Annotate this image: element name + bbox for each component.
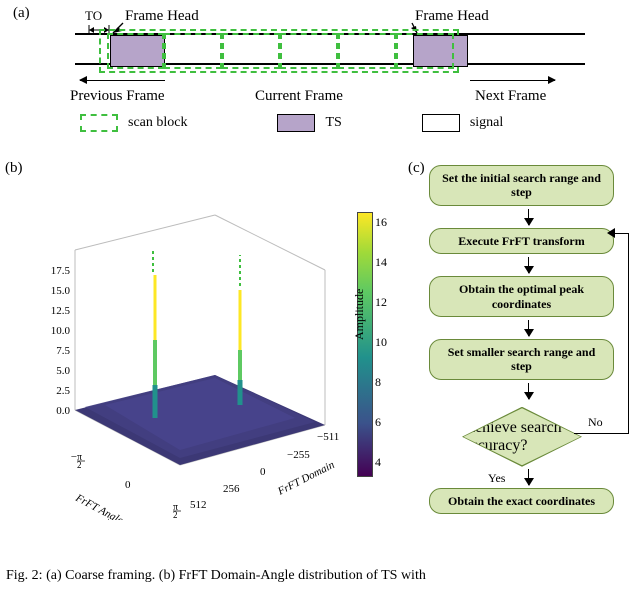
flow-arrow-icon bbox=[528, 209, 529, 225]
svg-text:17.5: 17.5 bbox=[51, 265, 71, 277]
scan-block bbox=[222, 33, 280, 69]
y-axis-label: FrFT Domain bbox=[275, 459, 337, 498]
current-frame-label: Current Frame bbox=[255, 88, 343, 105]
svg-text:2: 2 bbox=[77, 460, 82, 470]
flow-arrow-icon bbox=[528, 320, 529, 336]
panel-a-legend: scan block TS signal bbox=[80, 110, 600, 136]
colorbar-tick: 4 bbox=[375, 455, 381, 470]
frft-3d-surface-plot: 0.0 2.5 5.0 7.5 10.0 12.5 15.0 17.5 bbox=[15, 200, 345, 520]
svg-text:2.5: 2.5 bbox=[56, 385, 70, 397]
legend-signal-icon bbox=[422, 114, 460, 132]
scan-block bbox=[338, 33, 396, 69]
flow-step: Set the initial search range and step bbox=[429, 165, 614, 206]
colorbar-tick: 10 bbox=[375, 335, 387, 350]
svg-text:5.0: 5.0 bbox=[56, 365, 70, 377]
panel-c: (c) Set the initial search range and ste… bbox=[408, 160, 633, 555]
figure-caption: Fig. 2: (a) Coarse framing. (b) FrFT Dom… bbox=[6, 568, 636, 584]
flow-step: Execute FrFT transform bbox=[429, 228, 614, 254]
svg-text:12.5: 12.5 bbox=[51, 305, 71, 317]
flow-step: Set smaller search range and step bbox=[429, 339, 614, 380]
svg-text:10.0: 10.0 bbox=[51, 325, 71, 337]
x-axis-label: FrFT Angle bbox=[73, 492, 125, 520]
svg-text:15.0: 15.0 bbox=[51, 285, 71, 297]
surface-peak bbox=[153, 250, 155, 418]
colorbar-tick: 14 bbox=[375, 255, 387, 270]
prev-frame-arrow-icon bbox=[80, 80, 165, 81]
flowchart: Set the initial search range and step Ex… bbox=[423, 165, 633, 514]
legend-scan-icon bbox=[80, 114, 118, 132]
colorbar-tick: 8 bbox=[375, 375, 381, 390]
decision-text: Achieve search accuracy? bbox=[464, 419, 581, 455]
loopback-line-icon bbox=[628, 233, 629, 433]
svg-text:0: 0 bbox=[260, 466, 266, 478]
colorbar-tick: 6 bbox=[375, 415, 381, 430]
svg-text:7.5: 7.5 bbox=[56, 345, 70, 357]
prev-frame-label: Previous Frame bbox=[70, 88, 165, 105]
svg-text:256: 256 bbox=[223, 483, 240, 495]
panel-b-label: (b) bbox=[5, 160, 23, 177]
scan-block bbox=[164, 33, 222, 69]
svg-text:−255: −255 bbox=[287, 449, 310, 461]
flow-arrow-icon bbox=[528, 469, 529, 485]
scan-block bbox=[107, 33, 164, 69]
svg-text:2: 2 bbox=[173, 510, 178, 520]
flow-step: Obtain the optimal peak coordinates bbox=[429, 276, 614, 317]
no-label: No bbox=[588, 415, 603, 430]
legend-ts-icon bbox=[277, 114, 315, 132]
svg-text:512: 512 bbox=[190, 499, 207, 511]
loopback-arrow-icon bbox=[607, 228, 615, 238]
scan-block bbox=[396, 33, 454, 69]
next-frame-label: Next Frame bbox=[475, 88, 546, 105]
colorbar bbox=[357, 212, 373, 477]
legend-signal-label: signal bbox=[470, 115, 503, 131]
loopback-line-icon bbox=[614, 233, 629, 234]
colorbar-tick: 16 bbox=[375, 215, 387, 230]
panel-b: (b) 0.0 2.5 5.0 7.5 10.0 12.5 15.0 bbox=[5, 160, 395, 545]
flow-step-final: Obtain the exact coordinates bbox=[429, 488, 614, 514]
legend-ts-label: TS bbox=[325, 115, 341, 131]
flow-arrow-icon bbox=[528, 383, 529, 399]
svg-text:0: 0 bbox=[125, 479, 131, 491]
flow-decision: Achieve search accuracy? bbox=[429, 402, 614, 472]
svg-text:−511: −511 bbox=[317, 431, 339, 443]
panel-a: (a) TO Frame Head Frame Head bbox=[10, 5, 630, 145]
next-frame-arrow-icon bbox=[470, 80, 555, 81]
figure-2: (a) TO Frame Head Frame Head bbox=[0, 0, 640, 566]
legend-scan-label: scan block bbox=[128, 115, 187, 131]
svg-text:0.0: 0.0 bbox=[56, 405, 70, 417]
scan-block bbox=[280, 33, 338, 69]
colorbar-tick: 12 bbox=[375, 295, 387, 310]
flow-arrow-icon bbox=[528, 257, 529, 273]
colorbar-label: Amplitude bbox=[352, 289, 367, 340]
yes-label: Yes bbox=[488, 471, 505, 486]
loopback-line-icon bbox=[574, 433, 629, 434]
frame-timeline bbox=[75, 33, 585, 65]
